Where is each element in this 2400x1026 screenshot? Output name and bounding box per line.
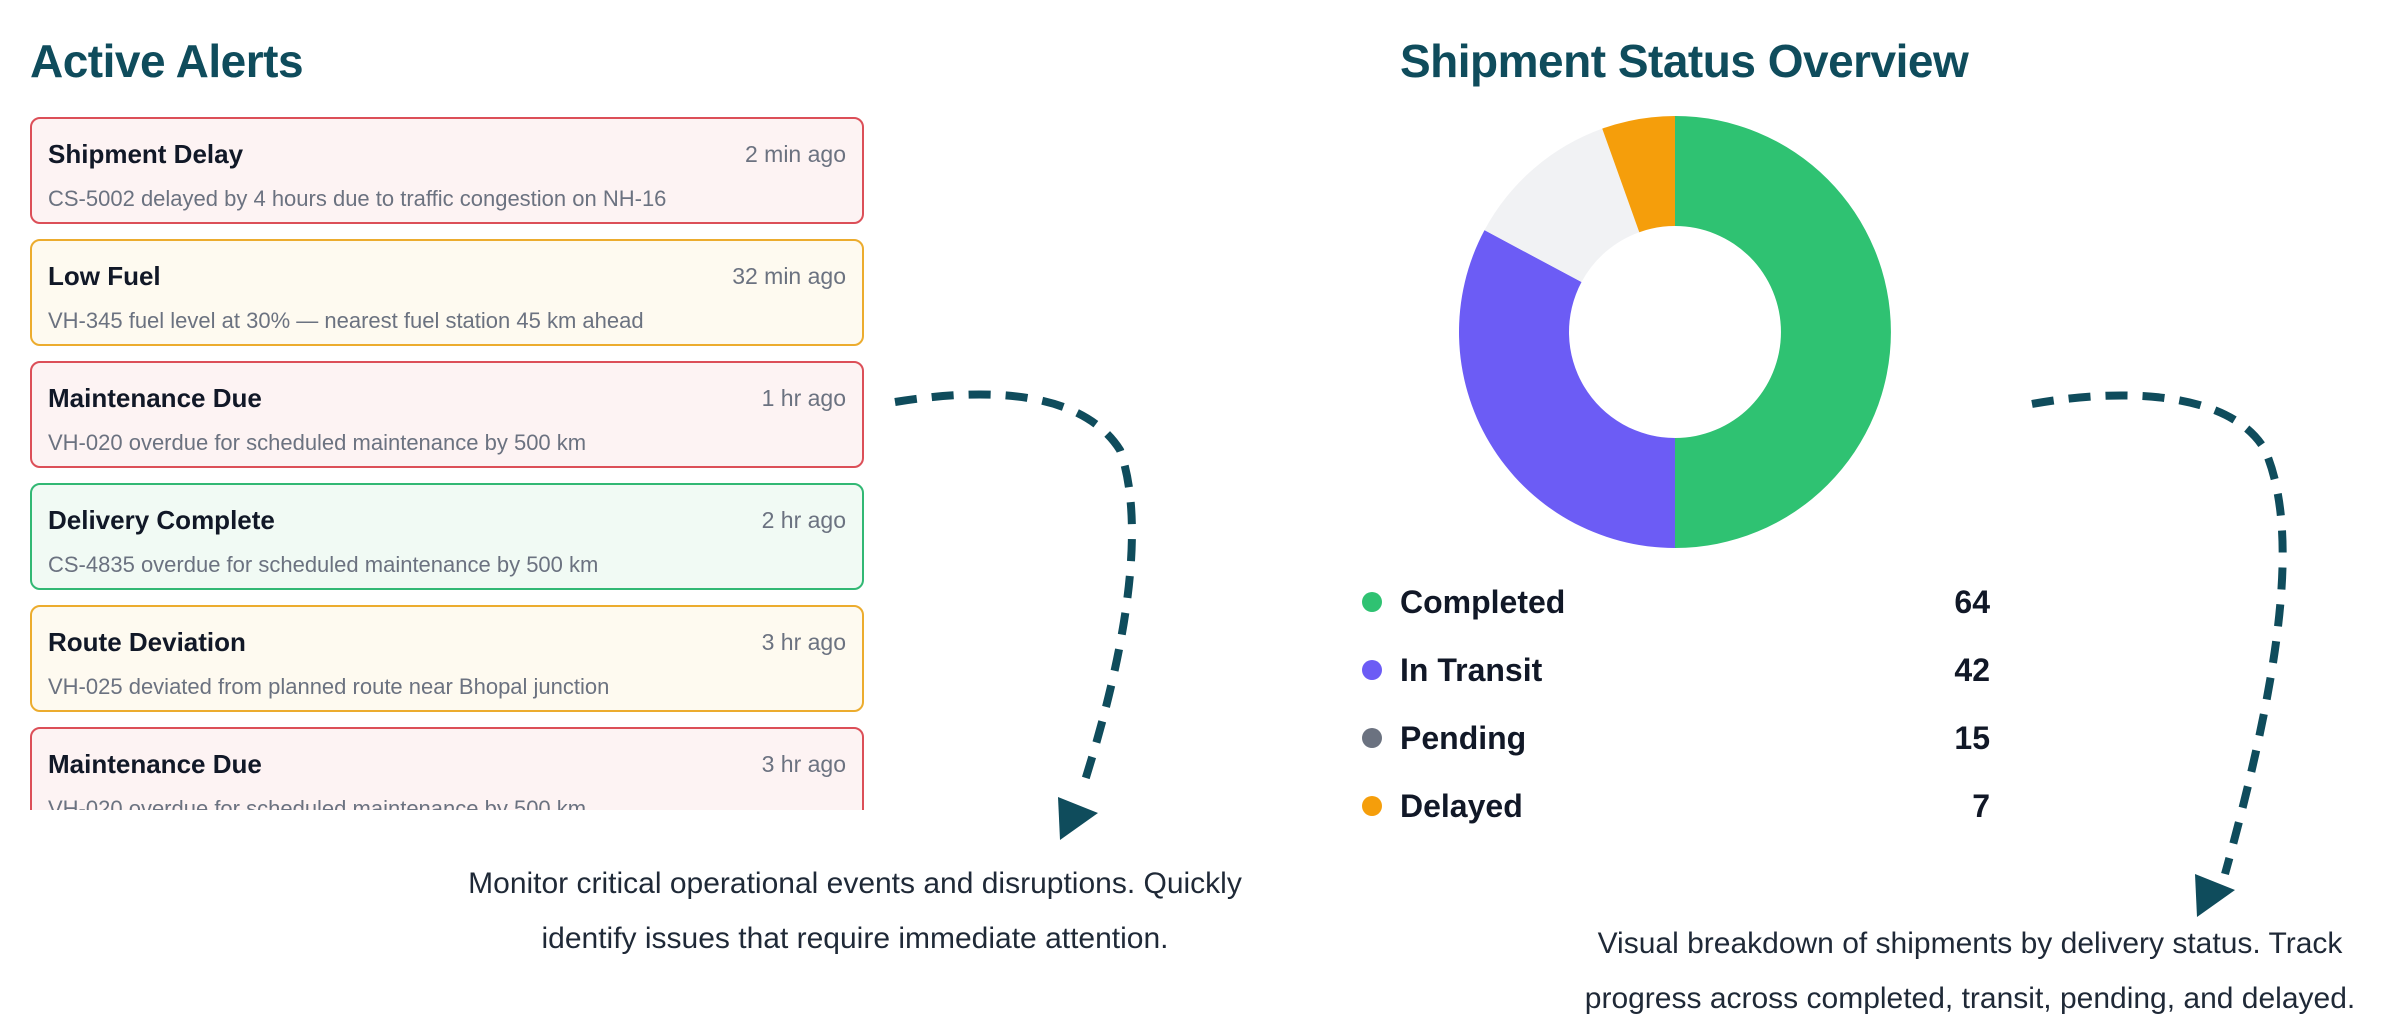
legend-value: 15 — [1954, 719, 1990, 756]
chart-caption: Visual breakdown of shipments by deliver… — [1584, 927, 2356, 1015]
donut-slice-completed — [1675, 116, 1891, 548]
donut-slice-in-transit — [1459, 230, 1675, 548]
legend-item-pending: Pending 15 — [1360, 704, 1990, 772]
alert-card[interactable]: Maintenance Due 3 hr ago VH-020 overdue … — [30, 727, 864, 810]
legend-dot — [1362, 728, 1382, 748]
shipment-status-donut-chart — [1459, 116, 1891, 548]
alert-title: Maintenance Due — [48, 383, 262, 413]
legend-item-delayed: Delayed 7 — [1360, 772, 1990, 840]
alerts-caption: Monitor critical operational events and … — [468, 867, 1242, 955]
alert-title: Delivery Complete — [48, 505, 275, 535]
legend-item-in-transit: In Transit 42 — [1360, 636, 1990, 704]
alert-time: 1 hr ago — [761, 385, 846, 411]
alerts-arrowhead-icon — [1058, 797, 1098, 840]
alerts-title: Active Alerts — [30, 35, 304, 87]
alert-title: Route Deviation — [48, 627, 246, 657]
legend-label: In Transit — [1400, 651, 1543, 688]
alert-card[interactable]: Route Deviation 3 hr ago VH-025 deviated… — [30, 605, 864, 712]
chart-callout-arrow — [2031, 391, 2287, 876]
legend-label: Pending — [1400, 719, 1527, 756]
alert-description: VH-020 overdue for scheduled maintenance… — [48, 430, 587, 455]
alert-title: Maintenance Due — [48, 749, 262, 779]
alert-description: CS-5002 delayed by 4 hours due to traffi… — [48, 186, 667, 211]
alerts-callout-arrow — [894, 390, 1136, 792]
alert-card[interactable]: Delivery Complete 2 hr ago CS-4835 overd… — [30, 483, 864, 590]
alert-description: VH-345 fuel level at 30% — nearest fuel … — [48, 308, 644, 333]
alert-time: 3 hr ago — [761, 751, 846, 777]
alert-time: 2 hr ago — [761, 507, 846, 533]
chart-title: Shipment Status Overview — [1400, 35, 1969, 87]
chart-legend: Completed 64 In Transit 42 Pending 15 De… — [1360, 568, 1990, 840]
donut-slice-pending — [1484, 128, 1640, 283]
legend-dot — [1362, 592, 1382, 612]
legend-label: Delayed — [1400, 787, 1523, 824]
alert-description: VH-025 deviated from planned route near … — [48, 674, 610, 699]
alert-time: 3 hr ago — [761, 629, 846, 655]
legend-item-completed: Completed 64 — [1360, 568, 1990, 636]
chart-arrowhead-icon — [2195, 874, 2235, 917]
alert-card[interactable]: Shipment Delay 2 min ago CS-5002 delayed… — [30, 117, 864, 224]
donut-slice-delayed — [1602, 116, 1675, 233]
legend-dot — [1362, 660, 1382, 680]
legend-value: 7 — [1972, 787, 1990, 824]
alert-description: CS-4835 overdue for scheduled maintenanc… — [48, 552, 599, 577]
legend-value: 42 — [1954, 651, 1990, 688]
alerts-list[interactable]: Shipment Delay 2 min ago CS-5002 delayed… — [30, 117, 864, 810]
alert-description: VH-020 overdue for scheduled maintenance… — [48, 796, 587, 810]
alert-time: 2 min ago — [744, 141, 846, 167]
alert-card[interactable]: Low Fuel 32 min ago VH-345 fuel level at… — [30, 239, 864, 346]
alert-time: 32 min ago — [732, 263, 846, 289]
alert-title: Low Fuel — [48, 261, 161, 291]
legend-value: 64 — [1954, 583, 1990, 620]
legend-label: Completed — [1400, 583, 1566, 620]
alert-title: Shipment Delay — [48, 139, 244, 169]
legend-dot — [1362, 796, 1382, 816]
alert-card[interactable]: Maintenance Due 1 hr ago VH-020 overdue … — [30, 361, 864, 468]
